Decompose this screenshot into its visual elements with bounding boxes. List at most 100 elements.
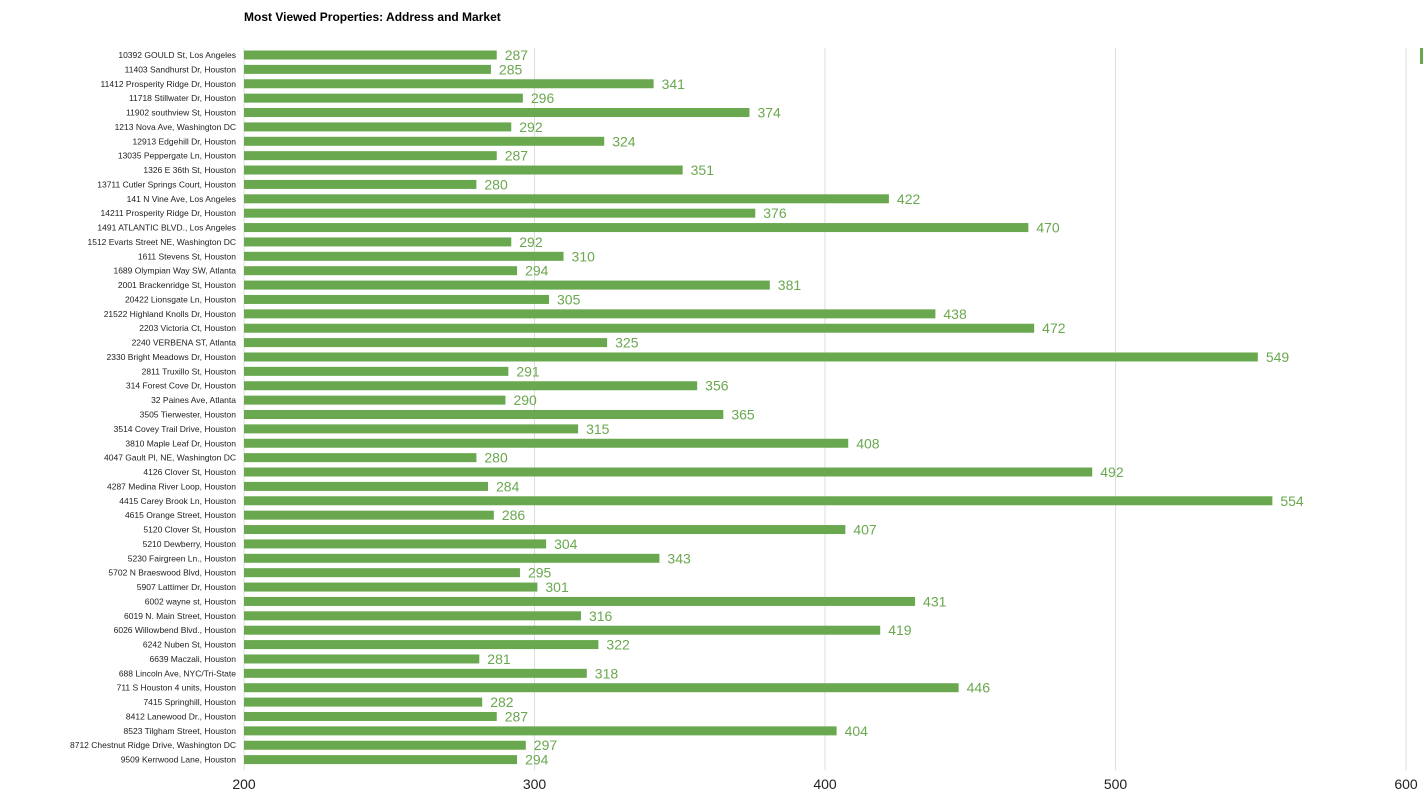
bar	[244, 568, 520, 578]
bar	[244, 711, 497, 721]
category-label: 1512 Evarts Street NE, Washington DC	[87, 237, 236, 247]
bar	[244, 481, 489, 491]
category-label: 3810 Maple Leaf Dr, Houston	[125, 438, 236, 448]
data-label: 381	[778, 277, 802, 293]
category-label: 1326 E 36th St, Houston	[143, 165, 236, 175]
category-label: 2811 Truxillo St, Houston	[142, 366, 237, 376]
category-label: 13035 Peppergate Ln, Houston	[118, 151, 236, 161]
bar	[244, 640, 599, 650]
data-label: 287	[505, 708, 529, 724]
x-axis-ticks: 200 300 400 500 600	[232, 776, 1418, 792]
bar	[244, 338, 608, 348]
category-label: 5120 Clover St, Houston	[143, 525, 236, 535]
bar	[244, 352, 1258, 362]
category-label: 20422 Lionsgate Ln, Houston	[125, 294, 236, 304]
category-label: 8523 Tilgham Street, Houston	[124, 726, 237, 736]
bar	[244, 151, 497, 161]
category-label: 1491 ATLANTIC BLVD., Los Angeles	[97, 223, 236, 233]
bar	[244, 194, 889, 204]
bar	[244, 93, 523, 103]
category-label: 11403 Sandhurst Dr, Houston	[125, 64, 237, 74]
bar	[244, 50, 497, 60]
x-tick-label: 300	[523, 776, 547, 792]
category-label: 2240 VERBENA ST, Atlanta	[132, 338, 237, 348]
data-label: 470	[1036, 220, 1060, 236]
bar	[244, 510, 494, 520]
bar	[244, 395, 506, 405]
data-label: 422	[897, 191, 921, 207]
data-label: 287	[505, 148, 529, 164]
category-label: 10392 GOULD St, Los Angeles	[118, 50, 236, 60]
data-label: 554	[1280, 493, 1304, 509]
bar	[244, 683, 959, 693]
bar	[244, 740, 526, 750]
category-label: 2330 Bright Meadows Dr, Houston	[107, 352, 237, 362]
chart-title: Most Viewed Properties: Address and Mark…	[244, 10, 501, 24]
data-label: 292	[519, 119, 543, 135]
data-label: 294	[525, 263, 549, 279]
category-label: 4047 Gault Pl, NE, Washington DC	[104, 453, 236, 463]
data-label: 472	[1042, 320, 1066, 336]
data-label: 318	[595, 665, 619, 681]
data-label: 297	[534, 737, 558, 753]
data-label: 322	[606, 637, 630, 653]
x-tick-label: 500	[1104, 776, 1128, 792]
category-label: 8712 Chestnut Ridge Drive, Washington DC	[70, 740, 236, 750]
bar	[244, 309, 936, 319]
data-label: 438	[943, 306, 967, 322]
bar	[244, 64, 491, 74]
data-label: 492	[1100, 464, 1124, 480]
bars	[244, 50, 1273, 765]
data-label: 305	[557, 291, 581, 307]
bar	[244, 108, 750, 118]
category-label: 6242 Nuben St, Houston	[143, 640, 236, 650]
data-label: 365	[731, 407, 755, 423]
data-label: 280	[484, 176, 508, 192]
category-label: 11718 Stillwater Dr, Houston	[129, 93, 236, 103]
bar	[244, 251, 564, 261]
bar	[244, 280, 770, 290]
bar	[244, 654, 480, 664]
bar	[244, 179, 477, 189]
category-label: 7415 Springhill, Houston	[143, 697, 236, 707]
category-label: 4126 Clover St, Houston	[143, 467, 236, 477]
category-label: 1689 Olympian Way SW, Atlanta	[113, 266, 236, 276]
x-tick-label: 600	[1394, 776, 1418, 792]
category-label: 14211 Prosperity Ridge Dr, Houston	[101, 208, 237, 218]
data-label: 286	[502, 507, 526, 523]
gridlines	[243, 48, 1407, 770]
data-label: 281	[487, 651, 511, 667]
bar	[244, 525, 846, 535]
bar	[244, 496, 1273, 506]
bar	[244, 596, 916, 606]
bar	[244, 424, 579, 434]
bar	[244, 726, 837, 736]
category-label: 9509 Kerrwood Lane, Houston	[121, 755, 237, 765]
category-label: 5230 Fairgreen Ln., Houston	[128, 553, 236, 563]
bar	[244, 410, 724, 419]
category-label: 13711 Cutler Springs Court, Houston	[97, 179, 236, 189]
data-label: 296	[531, 90, 555, 106]
data-label: 356	[705, 378, 729, 394]
x-tick-label: 200	[232, 776, 256, 792]
bar	[244, 237, 512, 247]
bar	[244, 266, 518, 276]
data-label: 549	[1266, 349, 1290, 365]
data-label: 404	[845, 723, 869, 739]
category-label: 4287 Medina River Loop, Houston	[107, 481, 236, 491]
data-label: 324	[612, 133, 636, 149]
data-label: 290	[513, 392, 537, 408]
category-label: 2203 Victoria Ct, Houston	[139, 323, 236, 333]
data-label: 376	[763, 205, 787, 221]
category-label: 5907 Lattimer Dr, Houston	[137, 582, 236, 592]
category-label: 4415 Carey Brook Ln, Houston	[119, 496, 236, 506]
bar	[244, 553, 660, 563]
bar	[244, 136, 605, 146]
data-label: 301	[545, 579, 569, 595]
data-label: 341	[662, 76, 686, 92]
bar	[244, 79, 654, 89]
bar	[244, 625, 881, 635]
category-label: 4615 Orange Street, Houston	[125, 510, 236, 520]
data-label: 374	[757, 105, 781, 121]
data-label: 304	[554, 536, 578, 552]
